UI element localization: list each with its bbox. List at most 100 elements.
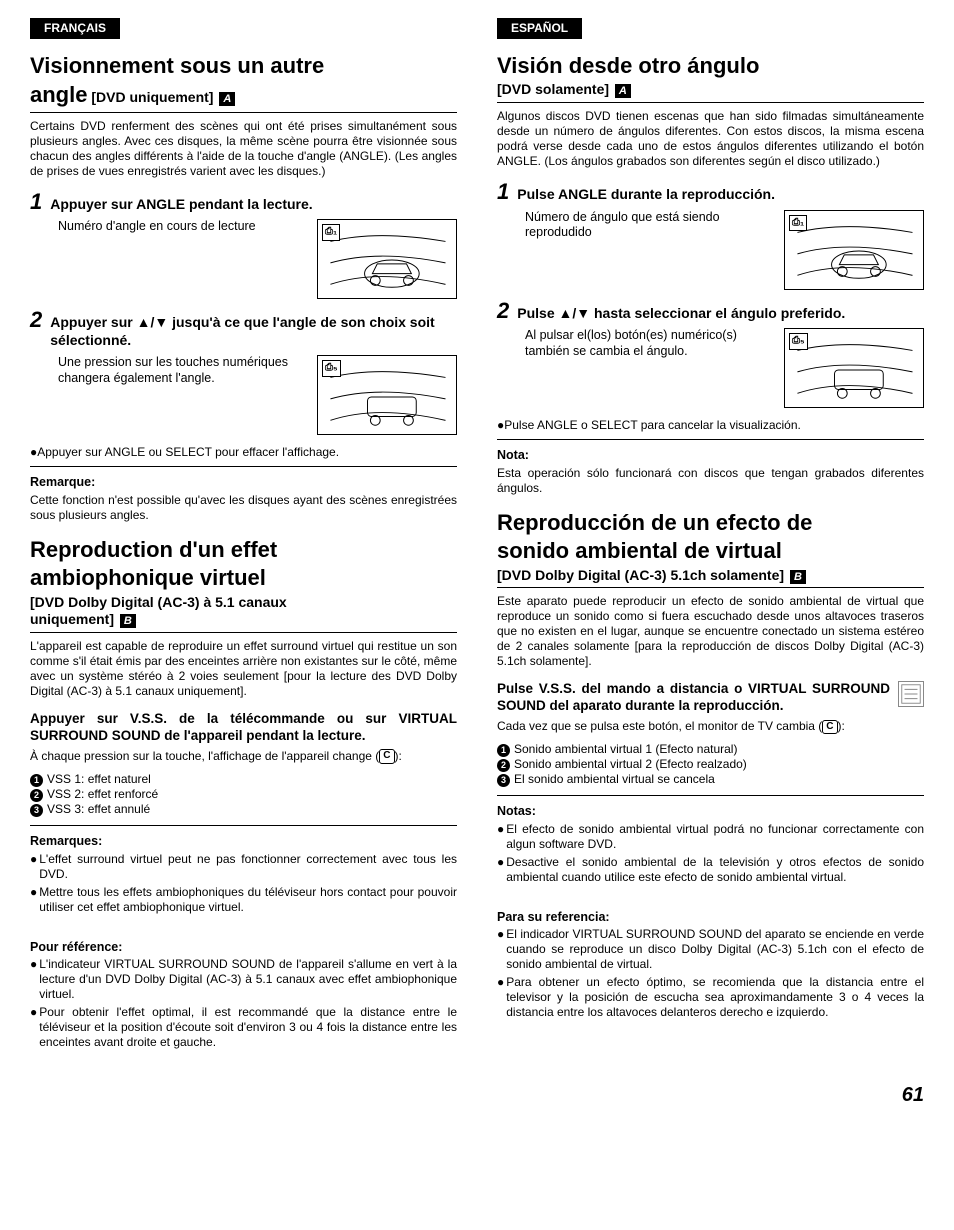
fr-sec2-title-l1: Reproduction d'un effet xyxy=(30,537,457,563)
fr-sec2-ref: B xyxy=(120,614,136,628)
fr-sec2-title-l2: ambiophonique virtuel xyxy=(30,565,457,591)
fr-step1-title: Appuyer sur ANGLE pendant la lecture. xyxy=(50,196,312,214)
es-step2: 2 Pulse ▲/▼ hasta seleccionar el ángulo … xyxy=(497,300,924,409)
es-vss2: Sonido ambiental virtual 2 (Efecto realz… xyxy=(514,757,747,772)
fr-step1-txt: Numéro d'angle en cours de lecture xyxy=(58,219,305,235)
es-sec1-title: Visión desde otro ángulo xyxy=(497,53,924,79)
bullet-icon: ● xyxy=(497,975,504,1020)
es-ref-list: ●El indicador VIRTUAL SURROUND SOUND del… xyxy=(497,927,924,1020)
es-ref-head: Para su referencia: xyxy=(497,910,924,926)
es-note-head: Nota: xyxy=(497,448,924,464)
bullet-icon: ● xyxy=(30,885,37,915)
fr-cancel-note: ●Appuyer sur ANGLE ou SELECT pour efface… xyxy=(30,445,457,460)
angle-badge: ⎙₁ xyxy=(322,224,340,241)
num-icon: 3 xyxy=(497,774,510,787)
es-sec1-subtitle: [DVD solamente] A xyxy=(497,81,924,103)
angle-badge: ⎙₁ xyxy=(789,215,807,232)
fr-ref1: L'indicateur VIRTUAL SURROUND SOUND de l… xyxy=(39,957,457,1002)
es-sec2-intro: Este aparato puede reproducir un efecto … xyxy=(497,594,924,669)
es-rem1: El efecto de sonido ambiental virtual po… xyxy=(506,822,924,852)
es-sec1-intro: Algunos discos DVD tienen escenas que ha… xyxy=(497,109,924,169)
step-num: 1 xyxy=(497,181,509,203)
fr-vss1: VSS 1: effet naturel xyxy=(47,772,151,787)
es-step1-txt: Número de ángulo que está siendo reprodu… xyxy=(525,210,772,241)
step-num: 2 xyxy=(30,309,42,331)
bullet-icon: ● xyxy=(497,855,504,885)
fr-lead-text: À chaque pression sur la touche, l'affic… xyxy=(30,749,379,763)
es-sec2-lead: Cada vez que se pulsa este botón, el mon… xyxy=(497,719,924,734)
es-sec2-subtitle: [DVD Dolby Digital (AC-3) 5.1ch solament… xyxy=(497,567,924,589)
num-icon: 2 xyxy=(30,789,43,802)
fr-note-head: Remarque: xyxy=(30,475,457,491)
fr-sec2-lead: À chaque pression sur la touche, l'affic… xyxy=(30,749,457,764)
margin-figure-icon xyxy=(898,681,924,707)
es-sec2-title-l2: sonido ambiental de virtual xyxy=(497,538,924,564)
fr-sec1-sub: [DVD uniquement] xyxy=(91,89,213,105)
divider xyxy=(30,466,457,467)
divider xyxy=(497,795,924,796)
fr-vss2: VSS 2: effet renforcé xyxy=(47,787,158,802)
fr-sec2-subhead: Appuyer sur V.S.S. de la télécommande ou… xyxy=(30,711,457,745)
fr-ref2: Pour obtenir l'effet optimal, il est rec… xyxy=(39,1005,457,1050)
es-lead-text: Cada vez que se pulsa este botón, el mon… xyxy=(497,719,822,733)
es-sec2-title-l1: Reproducción de un efecto de xyxy=(497,510,924,536)
angle-illustration: ⎙₅ xyxy=(317,355,457,435)
page-columns: FRANÇAIS Visionnement sous un autre angl… xyxy=(30,18,924,1053)
fr-rem-head: Remarques: xyxy=(30,834,457,850)
es-sec1-ref: A xyxy=(615,84,631,98)
page-number: 61 xyxy=(30,1083,924,1108)
es-vss-list: 1Sonido ambiental virtual 1 (Efecto natu… xyxy=(497,742,924,787)
fr-step1: 1 Appuyer sur ANGLE pendant la lecture. … xyxy=(30,191,457,300)
es-cancel-note: ●Pulse ANGLE o SELECT para cancelar la v… xyxy=(497,418,924,433)
es-sec1-sub: [DVD solamente] xyxy=(497,81,609,97)
angle-badge: ⎙₅ xyxy=(322,360,341,377)
fr-vss3: VSS 3: effet annulé xyxy=(47,802,150,817)
fr-rem2: Mettre tous les effets ambiophoniques du… xyxy=(39,885,457,915)
lang-tag-es: ESPAÑOL xyxy=(497,18,582,39)
num-icon: 2 xyxy=(497,759,510,772)
fr-step2: 2 Appuyer sur ▲/▼ jusqu'à ce que l'angle… xyxy=(30,309,457,435)
step-num: 2 xyxy=(497,300,509,322)
fr-sec2-sub-l2: uniquement] xyxy=(30,611,114,627)
angle-illustration: ⎙₁ xyxy=(317,219,457,299)
es-vss1: Sonido ambiental virtual 1 (Efecto natur… xyxy=(514,742,737,757)
angle-illustration: ⎙₁ xyxy=(784,210,924,290)
num-icon: 3 xyxy=(30,804,43,817)
es-step1-title: Pulse ANGLE durante la reproducción. xyxy=(517,186,775,204)
fr-sec2-subtitle: [DVD Dolby Digital (AC-3) à 5.1 canaux u… xyxy=(30,594,457,633)
num-icon: 1 xyxy=(30,774,43,787)
fr-sec1-subtitle: angle [DVD uniquement] A xyxy=(30,81,457,113)
es-lead-end: ): xyxy=(838,719,845,733)
es-note-body: Esta operación sólo funcionará con disco… xyxy=(497,466,924,496)
tv-change-icon: C xyxy=(379,749,394,764)
bullet-icon: ● xyxy=(30,1005,37,1050)
angle-illustration: ⎙₅ xyxy=(784,328,924,408)
es-sec2-sub: [DVD Dolby Digital (AC-3) 5.1ch solament… xyxy=(497,567,784,583)
fr-rem-list: ●L'effet surround virtuel peut ne pas fo… xyxy=(30,852,457,915)
fr-rem1: L'effet surround virtuel peut ne pas fon… xyxy=(39,852,457,882)
divider xyxy=(30,825,457,826)
es-sec2-ref: B xyxy=(790,570,806,584)
column-espanol: ESPAÑOL Visión desde otro ángulo [DVD so… xyxy=(497,18,924,1053)
step-num: 1 xyxy=(30,191,42,213)
fr-note-body: Cette fonction n'est possible qu'avec le… xyxy=(30,493,457,523)
fr-vss-list: 1 VSS 1: effet naturel 2 VSS 2: effet renf… xyxy=(30,772,457,817)
bullet-icon: ● xyxy=(30,957,37,1002)
fr-step2-txt: Une pression sur les touches numériques … xyxy=(58,355,305,386)
fr-ref-list: ●L'indicateur VIRTUAL SURROUND SOUND de … xyxy=(30,957,457,1050)
es-rem-head: Notas: xyxy=(497,804,924,820)
bullet-icon: ● xyxy=(497,822,504,852)
es-vss3: El sonido ambiental virtual se cancela xyxy=(514,772,715,787)
fr-sec1-title-l2: angle xyxy=(30,82,87,107)
es-step2-title: Pulse ▲/▼ hasta seleccionar el ángulo pr… xyxy=(517,305,845,323)
fr-ref-head: Pour référence: xyxy=(30,940,457,956)
es-ref2: Para obtener un efecto óptimo, se recomi… xyxy=(506,975,924,1020)
fr-sec2-sub-l1: [DVD Dolby Digital (AC-3) à 5.1 canaux xyxy=(30,594,457,612)
es-rem-list: ●El efecto de sonido ambiental virtual p… xyxy=(497,822,924,885)
es-step2-txt: Al pulsar el(los) botón(es) numérico(s) … xyxy=(525,328,772,359)
lang-tag-fr: FRANÇAIS xyxy=(30,18,120,39)
fr-sec1-intro: Certains DVD renferment des scènes qui o… xyxy=(30,119,457,179)
divider xyxy=(497,439,924,440)
fr-sec2-intro: L'appareil est capable de reproduire un … xyxy=(30,639,457,699)
es-sec2-subhead: Pulse V.S.S. del mando a distancia o VIR… xyxy=(497,681,924,715)
